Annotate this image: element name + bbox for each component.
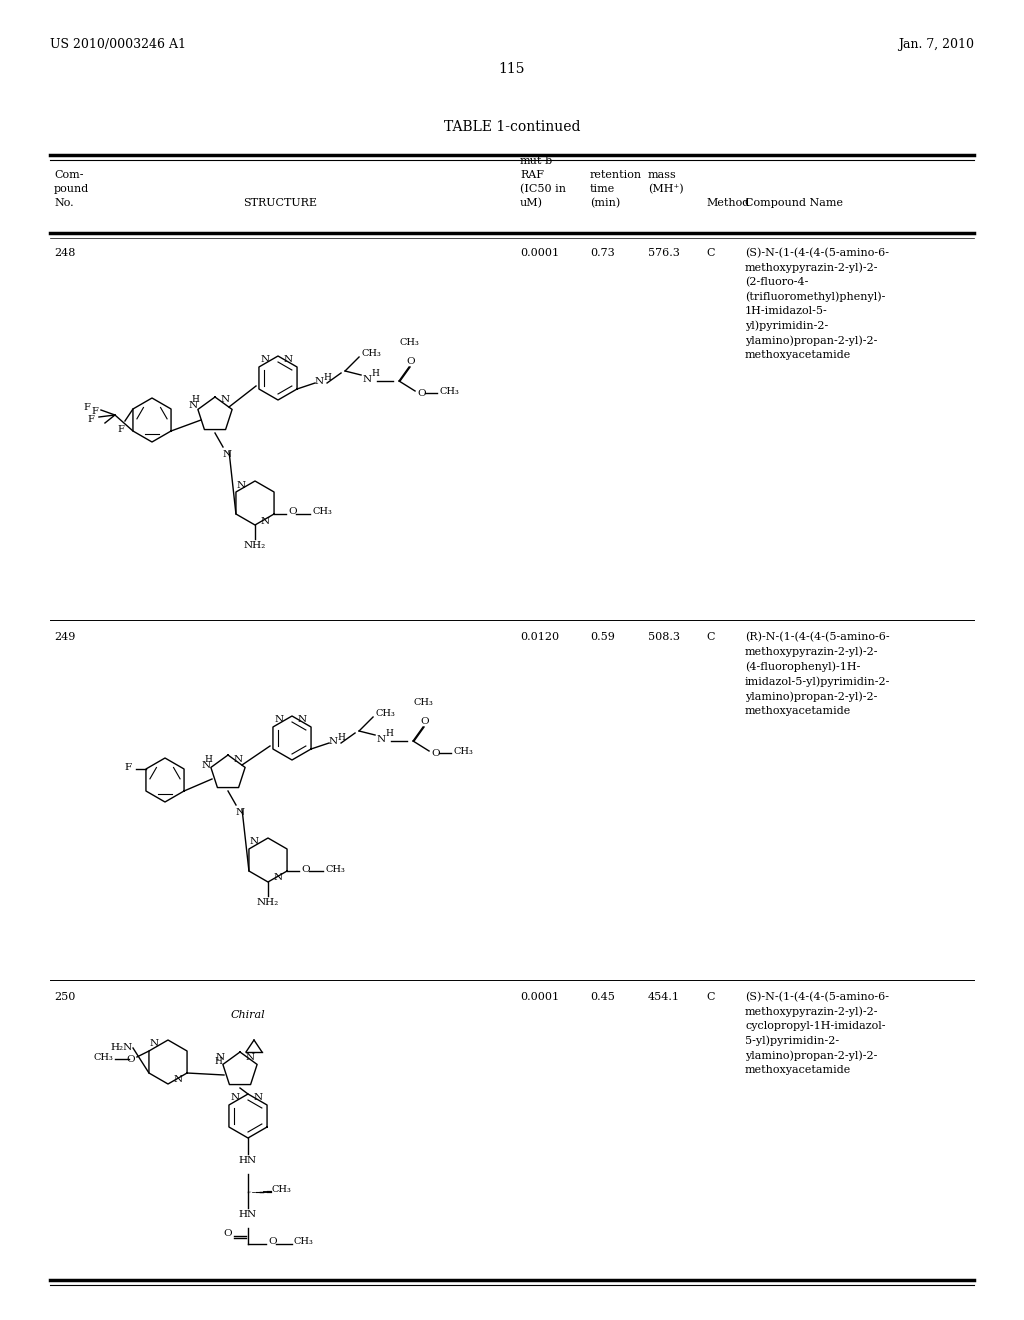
- Text: CH₃: CH₃: [294, 1238, 314, 1246]
- Text: N: N: [284, 355, 293, 364]
- Text: N: N: [230, 1093, 240, 1102]
- Text: F: F: [118, 425, 124, 434]
- Text: mut-b-: mut-b-: [520, 156, 557, 166]
- Text: H: H: [191, 396, 199, 404]
- Text: NH₂: NH₂: [244, 541, 266, 550]
- Text: N: N: [314, 376, 324, 385]
- Text: NH₂: NH₂: [257, 898, 280, 907]
- Text: 0.0120: 0.0120: [520, 632, 559, 642]
- Text: 576.3: 576.3: [648, 248, 680, 257]
- Text: N: N: [274, 715, 284, 725]
- Text: 0.0001: 0.0001: [520, 248, 559, 257]
- Text: US 2010/0003246 A1: US 2010/0003246 A1: [50, 38, 186, 51]
- Text: F: F: [91, 408, 98, 417]
- Text: H₂N: H₂N: [111, 1044, 133, 1052]
- Text: O: O: [268, 1238, 276, 1246]
- Text: RAF: RAF: [520, 170, 544, 180]
- Text: 249: 249: [54, 632, 76, 642]
- Text: CH₃: CH₃: [399, 338, 419, 347]
- Text: N: N: [173, 1076, 182, 1085]
- Text: N: N: [260, 355, 269, 364]
- Text: 0.73: 0.73: [590, 248, 614, 257]
- Text: mass: mass: [648, 170, 677, 180]
- Text: time: time: [590, 183, 615, 194]
- Text: C: C: [706, 248, 715, 257]
- Text: Compound Name: Compound Name: [745, 198, 843, 209]
- Text: C: C: [706, 993, 715, 1002]
- Text: CH₃: CH₃: [325, 865, 345, 874]
- Text: H: H: [337, 733, 345, 742]
- Text: O: O: [417, 388, 426, 397]
- Text: CH₃: CH₃: [453, 747, 473, 755]
- Text: N: N: [188, 400, 198, 409]
- Text: 250: 250: [54, 993, 76, 1002]
- Text: 0.59: 0.59: [590, 632, 614, 642]
- Text: H: H: [214, 1057, 222, 1067]
- Text: F: F: [125, 763, 132, 771]
- Text: CH₃: CH₃: [361, 348, 381, 358]
- Text: N: N: [233, 755, 243, 764]
- Text: STRUCTURE: STRUCTURE: [243, 198, 317, 209]
- Text: No.: No.: [54, 198, 74, 209]
- Text: CH₃: CH₃: [375, 709, 395, 718]
- Text: N: N: [202, 760, 211, 770]
- Text: TABLE 1-continued: TABLE 1-continued: [443, 120, 581, 135]
- Text: N: N: [362, 375, 372, 384]
- Text: CH₃: CH₃: [272, 1185, 292, 1195]
- Text: F: F: [87, 416, 94, 425]
- Text: 248: 248: [54, 248, 76, 257]
- Text: H: H: [371, 368, 379, 378]
- Text: (min): (min): [590, 198, 621, 209]
- Text: N: N: [246, 1052, 255, 1061]
- Text: 0.45: 0.45: [590, 993, 614, 1002]
- Text: CH₃: CH₃: [439, 387, 459, 396]
- Text: C: C: [706, 632, 715, 642]
- Text: (R)-N-(1-(4-(4-(5-amino-6-
methoxypyrazin-2-yl)-2-
(4-fluorophenyl)-1H-
imidazol: (R)-N-(1-(4-(4-(5-amino-6- methoxypyrazi…: [745, 632, 891, 715]
- Text: 508.3: 508.3: [648, 632, 680, 642]
- Text: CH₃: CH₃: [93, 1052, 113, 1061]
- Text: N: N: [236, 808, 245, 817]
- Text: Com-: Com-: [54, 170, 84, 180]
- Text: CH₃: CH₃: [413, 698, 433, 708]
- Text: Method: Method: [706, 198, 750, 209]
- Text: (MH⁺): (MH⁺): [648, 183, 684, 194]
- Text: O: O: [223, 1229, 232, 1238]
- Text: H: H: [324, 372, 331, 381]
- Text: Jan. 7, 2010: Jan. 7, 2010: [898, 38, 974, 51]
- Text: N: N: [329, 737, 338, 746]
- Text: N: N: [215, 1052, 224, 1061]
- Text: (IC50 in: (IC50 in: [520, 183, 566, 194]
- Text: H: H: [204, 755, 212, 764]
- Text: O: O: [431, 748, 439, 758]
- Text: N: N: [150, 1040, 159, 1048]
- Text: N: N: [237, 480, 246, 490]
- Text: O: O: [407, 356, 416, 366]
- Text: pound: pound: [54, 183, 89, 194]
- Text: N: N: [253, 1093, 262, 1102]
- Text: N: N: [297, 715, 306, 725]
- Text: HN: HN: [239, 1210, 257, 1218]
- Text: O: O: [126, 1055, 135, 1064]
- Text: (S)-N-(1-(4-(4-(5-amino-6-
methoxypyrazin-2-yl)-2-
(2-fluoro-4-
(trifluoromethyl: (S)-N-(1-(4-(4-(5-amino-6- methoxypyrazi…: [745, 248, 889, 360]
- Text: O: O: [421, 717, 429, 726]
- Text: retention: retention: [590, 170, 642, 180]
- Text: N: N: [377, 734, 386, 743]
- Text: N: N: [220, 396, 229, 404]
- Text: N: N: [273, 874, 283, 883]
- Text: N: N: [250, 837, 259, 846]
- Text: 115: 115: [499, 62, 525, 77]
- Text: Chiral: Chiral: [230, 1010, 265, 1020]
- Text: 454.1: 454.1: [648, 993, 680, 1002]
- Text: F: F: [84, 403, 90, 412]
- Text: O: O: [301, 865, 309, 874]
- Text: H: H: [385, 729, 393, 738]
- Text: (S)-N-(1-(4-(4-(5-amino-6-
methoxypyrazin-2-yl)-2-
cyclopropyl-1H-imidazol-
5-yl: (S)-N-(1-(4-(4-(5-amino-6- methoxypyrazi…: [745, 993, 889, 1074]
- Text: HN: HN: [239, 1156, 257, 1166]
- Text: N: N: [222, 450, 231, 459]
- Text: uM): uM): [520, 198, 543, 209]
- Text: O: O: [288, 507, 297, 516]
- Text: CH₃: CH₃: [312, 507, 332, 516]
- Text: 0.0001: 0.0001: [520, 993, 559, 1002]
- Text: N: N: [260, 516, 269, 525]
